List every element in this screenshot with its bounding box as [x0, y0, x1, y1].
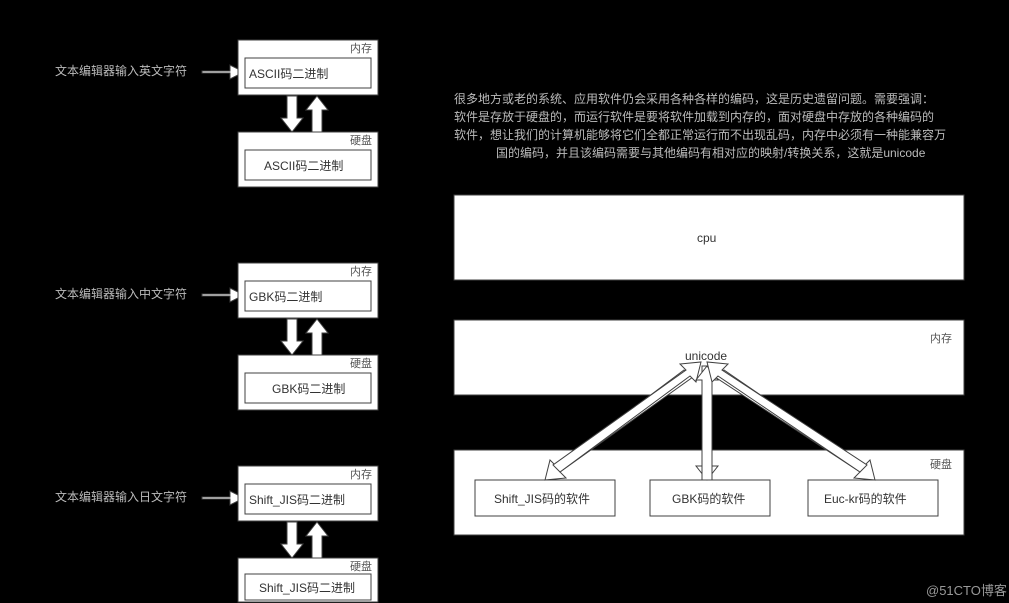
group-sjis: 文本编辑器输入日文字符 内存 Shift_JIS码二进制 硬盘 Shift_JI…: [55, 466, 378, 602]
para-l2: 软件是存放于硬盘的，而运行软件是要将软件加载到内存的，面对硬盘中存放的各种编码的: [454, 109, 934, 124]
explanation-paragraph: 很多地方或老的系统、应用软件仍会采用各种各样的编码，这是历史遗留问题。需要强调：…: [454, 91, 946, 160]
unicode-title: 内存: [930, 331, 952, 345]
label-ascii: 文本编辑器输入英文字符: [55, 63, 187, 78]
software-2: Euc-kr码的软件: [824, 491, 907, 506]
arrow-down-icon: [281, 96, 303, 132]
para-l4: 国的编码，并且该编码需要与其他编码有相对应的映射/转换关系，这就是unicode: [496, 145, 926, 160]
disk-title: 硬盘: [350, 356, 372, 370]
arrow-down-icon: [281, 319, 303, 355]
disk-code: ASCII码二进制: [264, 159, 343, 173]
disk-title: 硬盘: [350, 133, 372, 147]
para-l1: 很多地方或老的系统、应用软件仍会采用各种各样的编码，这是历史遗留问题。需要强调：: [454, 91, 934, 106]
cpu-label: cpu: [697, 231, 716, 245]
software-0: Shift_JIS码的软件: [494, 491, 590, 506]
watermark: @51CTO博客: [926, 583, 1007, 598]
mem-title: 内存: [350, 264, 372, 278]
mem-title: 内存: [350, 41, 372, 55]
group-ascii: 文本编辑器输入英文字符 内存 ASCII码二进制 硬盘 ASCII码二进制: [55, 40, 378, 187]
software-1: GBK码的软件: [672, 491, 745, 506]
label-sjis: 文本编辑器输入日文字符: [55, 489, 187, 504]
mem-code: GBK码二进制: [249, 290, 322, 304]
mem-code: Shift_JIS码二进制: [249, 493, 345, 507]
para-l3: 软件，想让我们的计算机能够将它们全都正常运行而不出现乱码，内存中必须有一种能兼容…: [454, 127, 946, 142]
disk-code: GBK码二进制: [272, 382, 345, 396]
disk-title: 硬盘: [350, 559, 372, 573]
disk-code: Shift_JIS码二进制: [259, 581, 355, 595]
unicode-label: unicode: [685, 349, 727, 363]
group-gbk: 文本编辑器输入中文字符 内存 GBK码二进制 硬盘 GBK码二进制: [55, 263, 378, 410]
mem-code: ASCII码二进制: [249, 67, 328, 81]
disk-big-title: 硬盘: [930, 457, 952, 471]
arrow-down-icon: [281, 522, 303, 558]
label-gbk: 文本编辑器输入中文字符: [55, 286, 187, 301]
arrow-up-icon: [306, 319, 328, 355]
arrow-up-icon: [306, 96, 328, 132]
mem-title: 内存: [350, 467, 372, 481]
arrow-up-icon: [306, 522, 328, 558]
